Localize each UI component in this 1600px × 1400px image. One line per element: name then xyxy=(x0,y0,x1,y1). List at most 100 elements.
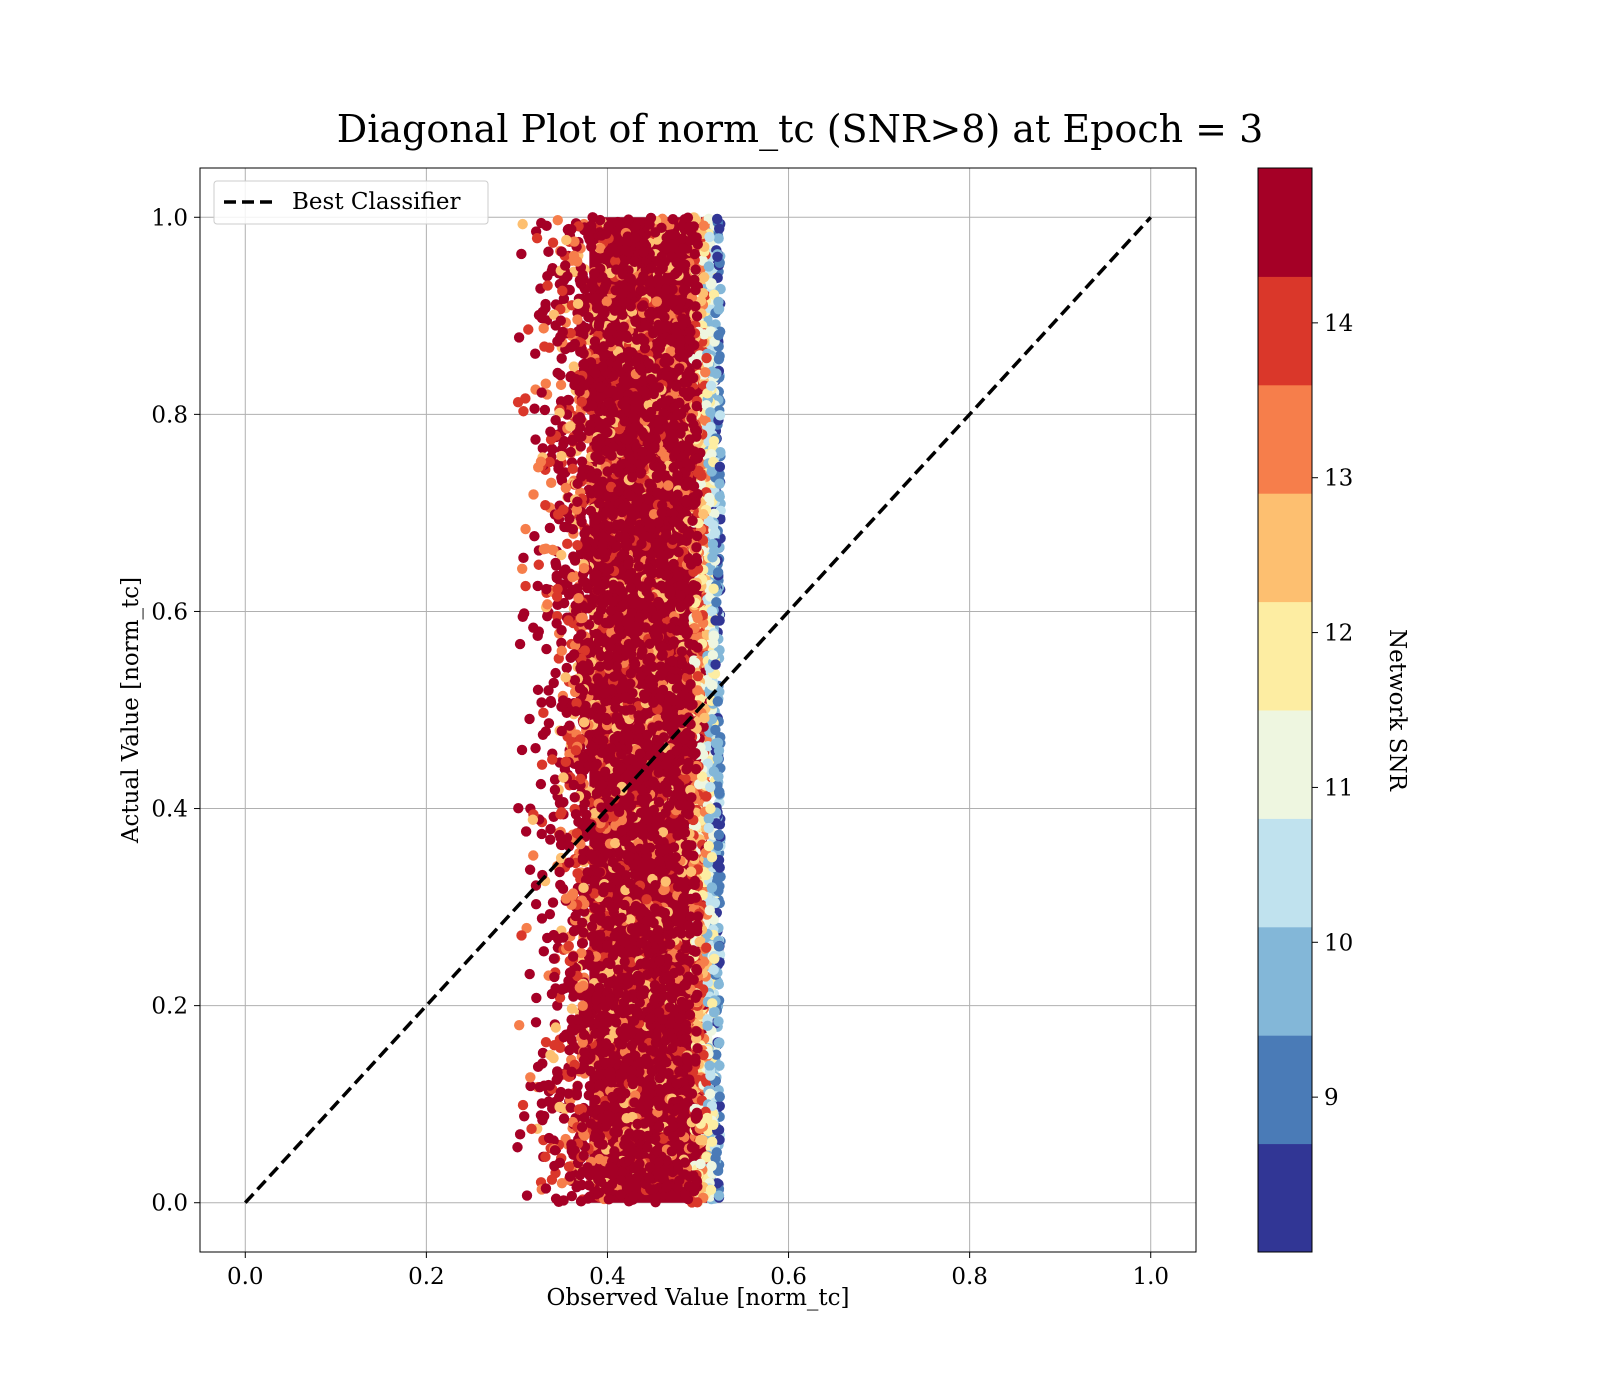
scatter-point xyxy=(594,214,606,226)
scatter-point xyxy=(572,868,583,879)
scatter-point xyxy=(609,930,620,942)
scatter-point xyxy=(558,772,569,783)
scatter-point xyxy=(665,860,676,871)
scatter-point xyxy=(713,979,724,990)
scatter-point xyxy=(583,311,594,323)
scatter-point xyxy=(524,713,535,725)
scatter-point xyxy=(675,601,686,613)
scatter-point xyxy=(629,869,640,880)
scatter-point xyxy=(564,720,575,731)
scatter-point xyxy=(623,559,634,570)
y-tick-label: 0.4 xyxy=(151,797,188,823)
scatter-point xyxy=(674,800,685,811)
scatter-point xyxy=(710,724,721,736)
scatter-point xyxy=(571,1090,583,1101)
scatter-point xyxy=(644,219,655,230)
scatter-point xyxy=(623,854,634,866)
scatter-point xyxy=(705,1070,716,1081)
scatter-point xyxy=(704,1060,715,1071)
scatter-point xyxy=(532,580,543,592)
scatter-point xyxy=(644,1172,655,1184)
scatter-point xyxy=(598,341,609,352)
scatter-point xyxy=(543,1096,554,1107)
scatter-point xyxy=(583,1016,595,1028)
scatter-point xyxy=(611,661,622,672)
scatter-point xyxy=(624,1154,635,1166)
scatter-point xyxy=(641,969,653,980)
scatter-point xyxy=(641,894,652,905)
scatter-point xyxy=(681,1084,693,1096)
scatter-point xyxy=(569,675,581,686)
scatter-point xyxy=(641,959,652,970)
scatter-point xyxy=(659,884,670,895)
scatter-point xyxy=(695,1158,706,1170)
scatter-point xyxy=(542,280,553,291)
scatter-point xyxy=(547,754,558,765)
scatter-point xyxy=(550,320,561,331)
scatter-point xyxy=(670,766,682,778)
scatter-point xyxy=(705,380,717,392)
scatter-point xyxy=(665,1018,676,1029)
scatter-point xyxy=(599,282,610,293)
scatter-point xyxy=(577,1062,589,1073)
scatter-point xyxy=(555,331,566,342)
scatter-point xyxy=(596,747,608,759)
scatter-point xyxy=(613,485,624,497)
scatter-point xyxy=(591,840,603,851)
scatter-point xyxy=(523,324,534,335)
scatter-point xyxy=(672,1055,683,1066)
scatter-point xyxy=(651,296,663,307)
scatter-point xyxy=(578,717,590,728)
scatter-point xyxy=(653,424,665,435)
scatter-point xyxy=(610,696,621,708)
scatter-point xyxy=(570,910,581,922)
scatter-point xyxy=(589,336,601,347)
scatter-point xyxy=(548,929,559,941)
scatter-point xyxy=(714,461,726,473)
scatter-point xyxy=(572,414,583,425)
scatter-point xyxy=(618,296,629,307)
scatter-point xyxy=(682,212,694,223)
scatter-point xyxy=(548,677,559,689)
scatter-point xyxy=(656,650,667,662)
scatter-point xyxy=(576,396,588,407)
scatter-point xyxy=(695,1134,706,1146)
scatter-point xyxy=(713,771,724,782)
scatter-point xyxy=(666,1042,678,1054)
scatter-point xyxy=(542,610,553,622)
scatter-point xyxy=(566,1003,578,1014)
scatter-point xyxy=(661,320,672,331)
scatter-point xyxy=(542,270,553,282)
scatter-point xyxy=(618,502,629,513)
scatter-point xyxy=(612,216,623,228)
scatter-point xyxy=(618,375,630,386)
scatter-point xyxy=(589,268,600,279)
scatter-point xyxy=(679,1098,691,1109)
scatter-point xyxy=(610,1017,622,1028)
scatter-point xyxy=(570,745,582,756)
scatter-point xyxy=(625,582,637,594)
scatter-point xyxy=(705,279,717,290)
scatter-point xyxy=(660,759,672,770)
scatter-point xyxy=(568,361,580,372)
scatter-point xyxy=(668,419,680,430)
scatter-point xyxy=(565,421,576,432)
scatter-point xyxy=(681,496,692,508)
scatter-point xyxy=(540,378,551,389)
scatter-point xyxy=(630,315,641,326)
y-axis-label: Actual Value [norm_tc] xyxy=(118,577,144,844)
scatter-point xyxy=(646,263,657,274)
scatter-point xyxy=(644,591,655,603)
scatter-point xyxy=(513,332,525,343)
scatter-points xyxy=(512,212,726,1208)
scatter-point xyxy=(683,1180,695,1192)
scatter-point xyxy=(649,980,661,991)
scatter-point xyxy=(620,1134,631,1145)
scatter-point xyxy=(528,489,539,500)
scatter-point xyxy=(683,920,694,931)
scatter-point xyxy=(635,276,646,287)
scatter-point xyxy=(626,608,637,619)
scatter-point xyxy=(568,649,580,660)
y-tick-label: 0.6 xyxy=(151,599,188,625)
scatter-point xyxy=(713,829,725,841)
